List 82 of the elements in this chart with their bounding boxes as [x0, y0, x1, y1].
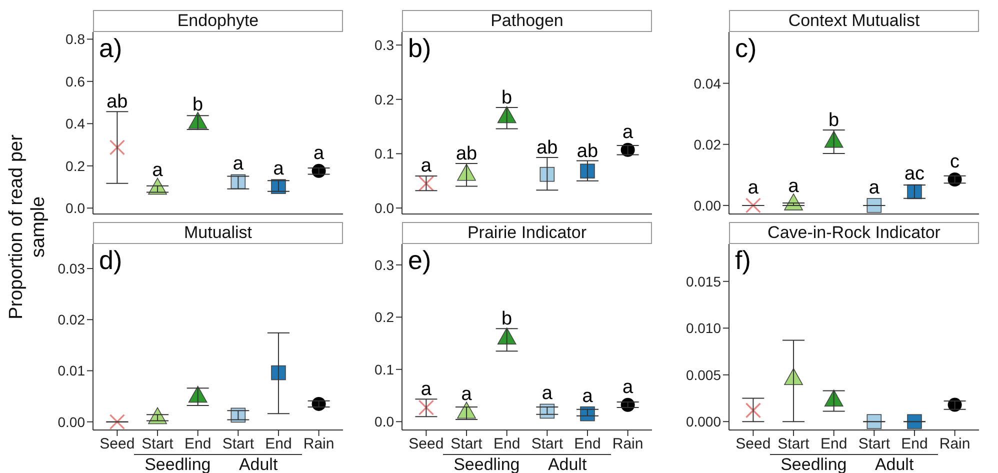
- chart-title: Pathogen: [402, 10, 652, 32]
- data-label: a: [232, 154, 244, 175]
- y-tick-label: 0.005: [686, 366, 722, 383]
- x-tick-label: Start: [531, 436, 564, 453]
- x-tick-label: Start: [450, 436, 484, 453]
- x-tick-label: End: [184, 436, 212, 453]
- y-tick-label: 0.04: [694, 75, 722, 92]
- y-tick-label: 0.000: [686, 414, 722, 430]
- chart-subtitle: a): [99, 33, 122, 64]
- y-tick-label: 0.00: [58, 414, 86, 430]
- data-label: a: [788, 176, 800, 197]
- data-label: a: [273, 158, 284, 180]
- data-label: a: [420, 379, 432, 400]
- x-tick-label: Start: [858, 436, 891, 453]
- y-axis-title: Proportion of read per sample: [6, 134, 50, 322]
- data-label: a: [622, 122, 634, 143]
- y-tick-label: 0.0: [66, 200, 86, 216]
- y-tick-label: 0.010: [686, 320, 722, 336]
- y-tick-label: 0.1: [374, 146, 394, 162]
- data-label: ab: [536, 138, 558, 158]
- x-tick-label: Rain: [939, 436, 970, 453]
- y-tick-label: 0.3: [374, 256, 394, 273]
- y-tick-label: 0.2: [374, 91, 394, 108]
- y-tick-label: 0.015: [686, 273, 722, 290]
- x-tick-label: Seed: [736, 436, 771, 453]
- y-tick-label: 0.0: [374, 414, 394, 430]
- x-tick-label: End: [820, 436, 848, 453]
- x-tick-label: End: [265, 436, 292, 453]
- data-label: b: [192, 94, 204, 116]
- chart-subtitle: e): [408, 245, 432, 276]
- x-tick-label: Start: [778, 436, 810, 453]
- x-tick-label: End: [493, 436, 520, 453]
- y-tick-label: 0.6: [66, 73, 86, 90]
- data-label: c: [950, 151, 960, 172]
- text: Adult: [850, 454, 938, 473]
- y-tick-label: 0.8: [66, 31, 86, 48]
- chart-title: Prairie Indicator: [402, 222, 652, 244]
- chart-title: Endophyte: [93, 10, 343, 32]
- y-tick-label: 0.01: [58, 362, 86, 379]
- data-label: a: [152, 160, 164, 182]
- chart-title: Context Mutualist: [729, 10, 979, 32]
- x-tick-label: End: [901, 436, 928, 453]
- text: Adult: [523, 454, 612, 473]
- data-label: a: [748, 177, 759, 198]
- y-tick-label: 0.02: [58, 312, 86, 328]
- data-label: b: [828, 110, 840, 132]
- data-label: a: [622, 376, 634, 398]
- x-tick-label: End: [574, 436, 601, 453]
- data-label: ac: [904, 164, 925, 185]
- data-label: a: [868, 177, 880, 198]
- y-tick-label: 0.1: [374, 361, 394, 378]
- data-label: b: [502, 88, 512, 109]
- y-tick-label: 0.2: [66, 158, 86, 174]
- x-tick-label: Start: [142, 436, 174, 453]
- y-tick-label: 0.4: [66, 116, 86, 132]
- data-label: a: [582, 386, 594, 407]
- y-tick-label: 0.03: [58, 260, 86, 276]
- chart-title: Cave-in-Rock Indicator: [729, 222, 979, 244]
- data-label: a: [314, 142, 325, 164]
- y-tick-label: 0.02: [694, 136, 722, 152]
- x-tick-label: Rain: [612, 436, 644, 453]
- data-label: a: [461, 384, 472, 406]
- data-label: a: [420, 156, 432, 177]
- chart-subtitle: f): [735, 245, 751, 276]
- x-tick-label: Rain: [303, 436, 334, 453]
- data-label: ab: [456, 143, 478, 164]
- x-tick-label: Seed: [100, 436, 135, 453]
- chart-subtitle: b): [408, 33, 432, 64]
- chart-subtitle: d): [99, 245, 122, 276]
- data-label: ab: [576, 140, 598, 162]
- data-label: a: [542, 383, 553, 404]
- data-label: b: [502, 308, 512, 330]
- data-label: ab: [106, 92, 128, 113]
- y-tick-label: 0.3: [374, 37, 394, 54]
- x-tick-label: Start: [222, 436, 255, 453]
- y-tick-label: 0.2: [374, 309, 394, 326]
- x-tick-label: Seed: [408, 436, 444, 453]
- chart-title: Mutualist: [93, 222, 343, 244]
- chart-subtitle: c): [735, 33, 757, 64]
- text: Adult: [214, 454, 302, 473]
- y-tick-label: 0.00: [694, 197, 722, 214]
- y-tick-label: 0.0: [374, 200, 394, 216]
